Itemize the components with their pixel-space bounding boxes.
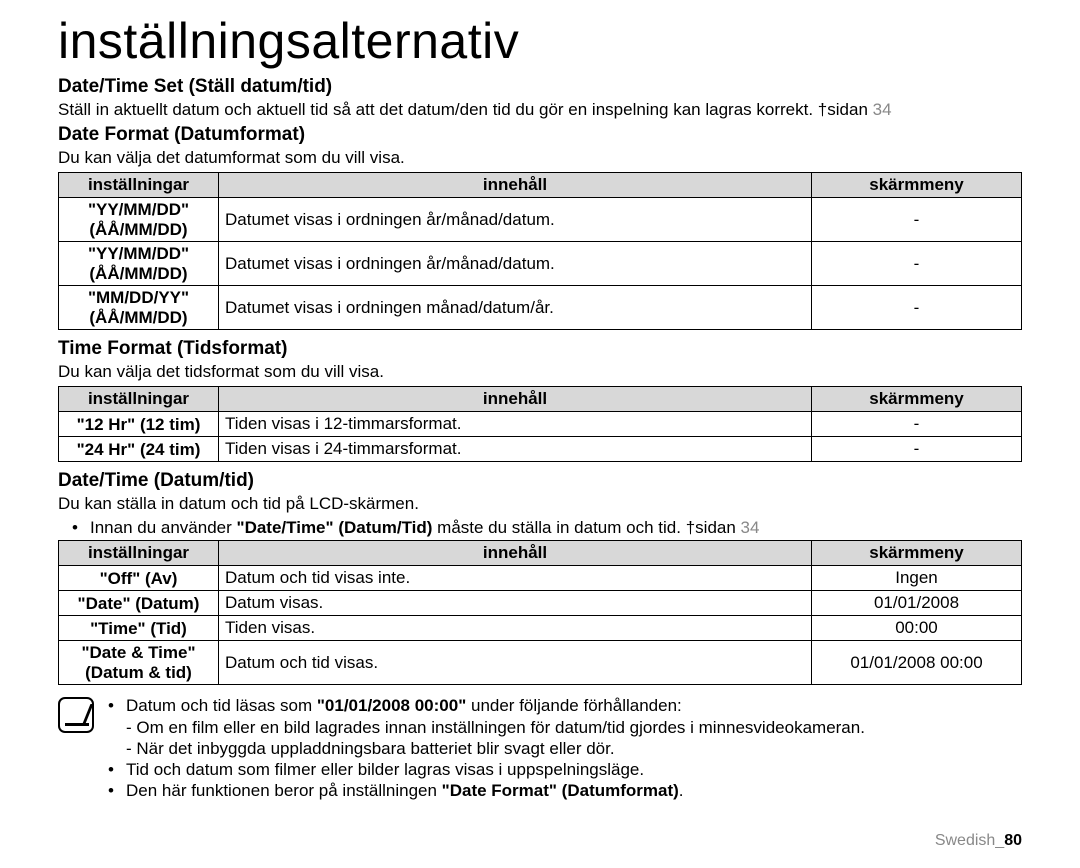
page-ref: †sidan 34	[818, 100, 892, 119]
cell: -	[812, 286, 1022, 330]
table-datetime: inställningar innehåll skärmmeny "Off" (…	[58, 540, 1022, 685]
cell: Datumet visas i ordningen månad/datum/år…	[219, 286, 812, 330]
note-box: Datum och tid läsas som "01/01/2008 00:0…	[58, 695, 1022, 801]
cell: 00:00	[812, 616, 1022, 641]
cell: "Date & Time"	[81, 643, 195, 662]
cell: "12 Hr" (12 tim)	[59, 412, 219, 437]
th-content: innehåll	[219, 173, 812, 198]
cell: -	[812, 198, 1022, 242]
text-date-format: Du kan välja det datumformat som du vill…	[58, 148, 1022, 168]
text-time-format: Du kan välja det tidsformat som du vill …	[58, 362, 1022, 382]
cell: Tiden visas i 12-timmarsformat.	[219, 412, 812, 437]
table-row: "Time" (Tid) Tiden visas. 00:00	[59, 616, 1022, 641]
table-time-format: inställningar innehåll skärmmeny "12 Hr"…	[58, 386, 1022, 462]
table-row: "YY/MM/DD"(ÅÅ/MM/DD) Datumet visas i ord…	[59, 242, 1022, 286]
table-row: "MM/DD/YY"(ÅÅ/MM/DD) Datumet visas i ord…	[59, 286, 1022, 330]
cell: 01/01/2008	[812, 591, 1022, 616]
th-settings: inställningar	[59, 387, 219, 412]
bullet-text: måste du ställa in datum och tid.	[432, 518, 681, 537]
th-content: innehåll	[219, 387, 812, 412]
cell: "MM/DD/YY"	[88, 288, 189, 307]
table-row: "Date & Time"(Datum & tid) Datum och tid…	[59, 641, 1022, 685]
cell: Tiden visas.	[219, 616, 812, 641]
note-text: under följande förhållanden:	[466, 696, 682, 715]
footer-page-number: 80	[1004, 832, 1022, 849]
table-row: "YY/MM/DD"(ÅÅ/MM/DD) Datumet visas i ord…	[59, 198, 1022, 242]
bullet-bold: "Date/Time"	[237, 518, 334, 537]
cell: (Datum & tid)	[85, 663, 192, 682]
th-settings: inställningar	[59, 541, 219, 566]
note-text: Datum och tid läsas som	[126, 696, 317, 715]
bullet-text: Innan du använder	[90, 518, 237, 537]
cell: (ÅÅ/MM/DD)	[89, 220, 187, 239]
page-ref-label: sidan	[695, 518, 740, 537]
heading-date-format: Date Format (Datumformat)	[58, 124, 1022, 146]
th-menu: skärmmeny	[812, 173, 1022, 198]
table-row: "Date" (Datum) Datum visas. 01/01/2008	[59, 591, 1022, 616]
cell: Datum och tid visas.	[219, 641, 812, 685]
list-item: Datum och tid läsas som "01/01/2008 00:0…	[126, 695, 865, 759]
heading-datetime: Date/Time (Datum/tid)	[58, 470, 1022, 492]
cell: Datum visas.	[219, 591, 812, 616]
list-item: Innan du använder "Date/Time" (Datum/Tid…	[90, 518, 1022, 538]
page-footer: Swedish_80	[935, 832, 1022, 850]
list-item: Tid och datum som filmer eller bilder la…	[126, 759, 865, 780]
cell: Ingen	[812, 566, 1022, 591]
table-row: "24 Hr" (24 tim) Tiden visas i 24-timmar…	[59, 437, 1022, 462]
page-ref-num: 34	[741, 518, 760, 537]
table-row: "Off" (Av) Datum och tid visas inte. Ing…	[59, 566, 1022, 591]
dagger-icon: †	[686, 518, 695, 537]
cell: "Time" (Tid)	[59, 616, 219, 641]
th-content: innehåll	[219, 541, 812, 566]
cell: -	[812, 242, 1022, 286]
page-ref-num: 34	[873, 100, 892, 119]
table-date-format: inställningar innehåll skärmmeny "YY/MM/…	[58, 172, 1022, 330]
cell: Datumet visas i ordningen år/månad/datum…	[219, 242, 812, 286]
cell: "24 Hr" (24 tim)	[59, 437, 219, 462]
note-bold: "01/01/2008 00:00"	[317, 696, 466, 715]
body-datetime-set: Ställ in aktuellt datum och aktuell tid …	[58, 100, 813, 119]
th-menu: skärmmeny	[812, 541, 1022, 566]
note-text: .	[679, 781, 684, 800]
th-menu: skärmmeny	[812, 387, 1022, 412]
heading-time-format: Time Format (Tidsformat)	[58, 338, 1022, 360]
bullet-bold: (Datum/Tid)	[338, 518, 432, 537]
cell: "YY/MM/DD"	[88, 244, 189, 263]
th-settings: inställningar	[59, 173, 219, 198]
note-bold: "Date Format" (Datumformat)	[442, 781, 679, 800]
note-text: Den här funktionen beror på inställninge…	[126, 781, 442, 800]
cell: "Off" (Av)	[59, 566, 219, 591]
footer-lang: Swedish_	[935, 832, 1004, 849]
text-datetime: Du kan ställa in datum och tid på LCD-sk…	[58, 494, 1022, 514]
cell: 01/01/2008 00:00	[812, 641, 1022, 685]
cell: (ÅÅ/MM/DD)	[89, 308, 187, 327]
cell: (ÅÅ/MM/DD)	[89, 264, 187, 283]
cell: Datumet visas i ordningen år/månad/datum…	[219, 198, 812, 242]
cell: Datum och tid visas inte.	[219, 566, 812, 591]
table-row: "12 Hr" (12 tim) Tiden visas i 12-timmar…	[59, 412, 1022, 437]
dagger-icon: †	[818, 100, 827, 119]
cell: "YY/MM/DD"	[88, 200, 189, 219]
note-sub-text: - Om en film eller en bild lagrades inna…	[126, 717, 865, 738]
text-datetime-set: Ställ in aktuellt datum och aktuell tid …	[58, 100, 1022, 120]
heading-datetime-set: Date/Time Set (Ställ datum/tid)	[58, 76, 1022, 98]
cell: -	[812, 437, 1022, 462]
cell: Tiden visas i 24-timmarsformat.	[219, 437, 812, 462]
cell: "Date" (Datum)	[59, 591, 219, 616]
note-sub-text: - När det inbyggda uppladdningsbara batt…	[126, 738, 865, 759]
cell: -	[812, 412, 1022, 437]
page-ref: †sidan 34	[686, 518, 760, 537]
page-ref-label: sidan	[827, 100, 872, 119]
list-item: Den här funktionen beror på inställninge…	[126, 780, 865, 801]
page-title: inställningsalternativ	[58, 12, 1022, 70]
note-icon	[58, 697, 94, 733]
